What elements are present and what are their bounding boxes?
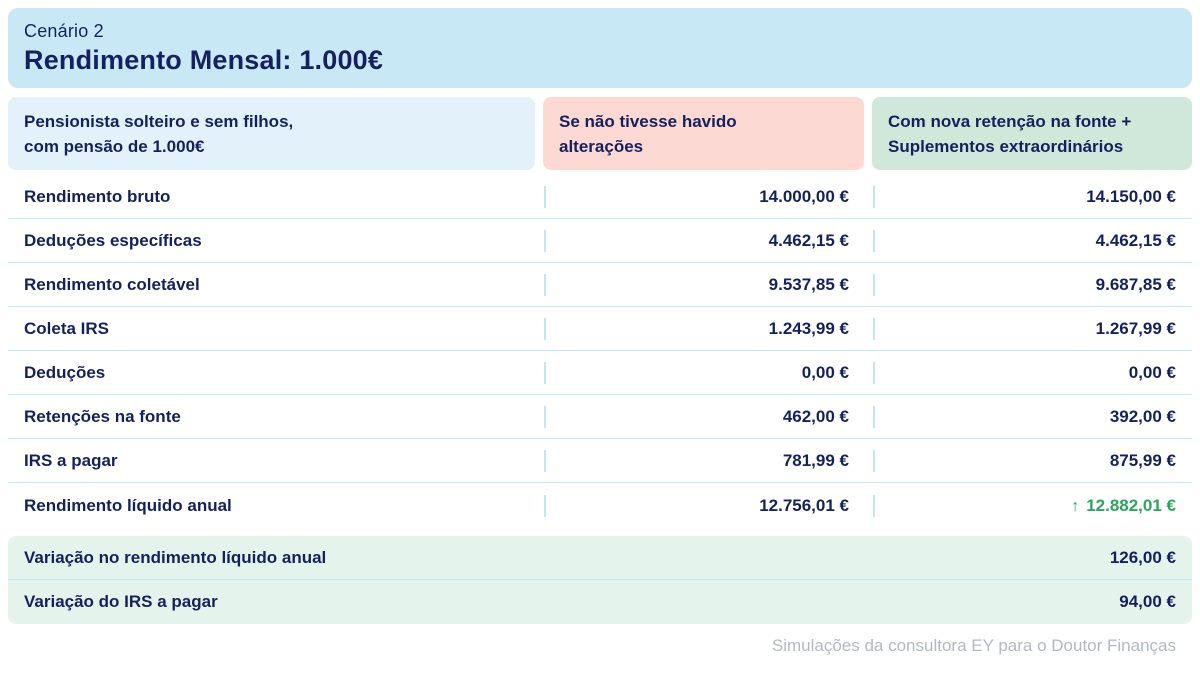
summary-label: Variação no rendimento líquido anual <box>24 547 327 567</box>
value-text: 392,00 € <box>1109 406 1176 426</box>
summary-value: 126,00 € <box>1109 547 1176 567</box>
value-text: 875,99 € <box>1109 450 1176 470</box>
row-value-new-retention: 4.462,15 € <box>873 229 1192 252</box>
table-row-retencoes-na-fonte: Retenções na fonte 462,00 € 392,00 € <box>8 395 1192 439</box>
row-value-new-retention: 875,99 € <box>873 449 1192 472</box>
header-profile-line2: com pensão de 1.000€ <box>24 136 205 156</box>
table-row-coleta-irs: Coleta IRS 1.243,99 € 1.267,99 € <box>8 307 1192 351</box>
row-value-new-retention: 9.687,85 € <box>873 273 1192 296</box>
up-arrow-icon: ↑ <box>1071 497 1080 515</box>
table-row-deducoes-especificas: Deduções específicas 4.462,15 € 4.462,15… <box>8 219 1192 263</box>
row-label: Deduções <box>24 362 106 382</box>
row-value-new-retention-highlight: ↑ 12.882,01 € <box>873 494 1192 517</box>
page-title: Rendimento Mensal: 1.000€ <box>24 45 384 75</box>
summary-row-variacao-irs: Variação do IRS a pagar 94,00 € <box>8 580 1192 624</box>
value-text: 14.000,00 € <box>759 186 849 206</box>
summary-value: 94,00 € <box>1119 592 1176 611</box>
value-text: 462,00 € <box>782 406 849 426</box>
table-row-deducoes: Deduções 0,00 € 0,00 € <box>8 351 1192 395</box>
summary-label: Variação do IRS a pagar <box>24 592 218 611</box>
column-divider-tick <box>873 185 875 208</box>
row-label: IRS a pagar <box>24 450 118 470</box>
row-label: Retenções na fonte <box>24 406 181 426</box>
value-text: 14.150,00 € <box>1086 186 1176 206</box>
scenario-label: Cenário 2 <box>24 21 104 41</box>
table-row-rendimento-coletavel: Rendimento coletável 9.537,85 € 9.687,85… <box>8 263 1192 307</box>
value-text: 781,99 € <box>782 450 849 470</box>
row-value-new-retention: 14.150,00 € <box>873 185 1192 208</box>
column-divider-tick <box>544 449 546 472</box>
header-new-retention: Com nova retenção na fonte + Suplementos… <box>872 97 1192 170</box>
column-divider-tick <box>544 405 546 428</box>
column-divider-tick <box>544 317 546 340</box>
row-value-new-retention: 1.267,99 € <box>873 317 1192 340</box>
column-divider-tick <box>544 273 546 296</box>
value-text: 0,00 € <box>801 362 849 382</box>
row-value-no-changes: 781,99 € <box>544 449 873 472</box>
data-table: Rendimento bruto 14.000,00 € 14.150,00 €… <box>8 175 1192 528</box>
column-divider-tick <box>873 317 875 340</box>
value-text: 0,00 € <box>1128 362 1176 382</box>
header-new-retention-line2: Suplementos extraordinários <box>888 136 1124 156</box>
row-label: Deduções específicas <box>24 230 202 250</box>
value-text: 12.756,01 € <box>759 495 849 515</box>
column-divider-tick <box>873 229 875 252</box>
header-no-changes-line1: Se não tivesse havido <box>559 112 737 131</box>
table-row-irs-a-pagar: IRS a pagar 781,99 € 875,99 € <box>8 439 1192 483</box>
row-label: Rendimento líquido anual <box>24 495 232 515</box>
header-no-changes-line2: alterações <box>559 136 644 156</box>
column-divider-tick <box>544 185 546 208</box>
variation-summary: Variação no rendimento líquido anual 126… <box>8 536 1192 624</box>
row-label: Rendimento coletável <box>24 274 200 294</box>
header-profile-line1: Pensionista solteiro e sem filhos, <box>24 112 294 131</box>
value-text: 4.462,15 € <box>768 230 849 250</box>
row-value-no-changes: 14.000,00 € <box>544 185 873 208</box>
row-value-no-changes: 1.243,99 € <box>544 317 873 340</box>
column-divider-tick <box>544 494 546 517</box>
value-text: 12.882,01 € <box>1086 495 1176 515</box>
row-value-no-changes: 4.462,15 € <box>544 229 873 252</box>
source-credit: Simulações da consultora EY para o Douto… <box>771 636 1176 655</box>
row-value-no-changes: 0,00 € <box>544 361 873 384</box>
row-value-new-retention: 392,00 € <box>873 405 1192 428</box>
row-label: Coleta IRS <box>24 318 110 338</box>
column-divider-tick <box>873 405 875 428</box>
value-text: 9.537,85 € <box>768 274 849 294</box>
table-row-rendimento-liquido-anual: Rendimento líquido anual 12.756,01 € ↑ 12… <box>8 483 1192 528</box>
value-text: 9.687,85 € <box>1095 274 1176 294</box>
row-label: Rendimento bruto <box>24 186 171 206</box>
row-value-no-changes: 12.756,01 € <box>544 494 873 517</box>
scenario-banner: Cenário 2 Rendimento Mensal: 1.000€ <box>8 8 1192 88</box>
header-new-retention-line1: Com nova retenção na fonte + <box>888 112 1132 131</box>
row-value-no-changes: 9.537,85 € <box>544 273 873 296</box>
value-text: 1.267,99 € <box>1095 318 1176 338</box>
value-text: 4.462,15 € <box>1095 230 1176 250</box>
header-profile: Pensionista solteiro e sem filhos, com p… <box>8 97 535 170</box>
column-divider-tick <box>873 273 875 296</box>
row-value-no-changes: 462,00 € <box>544 405 873 428</box>
row-value-new-retention: 0,00 € <box>873 361 1192 384</box>
table-row-rendimento-bruto: Rendimento bruto 14.000,00 € 14.150,00 € <box>8 175 1192 219</box>
column-divider-tick <box>544 361 546 384</box>
header-no-changes: Se não tivesse havido alterações <box>543 97 864 170</box>
column-headers: Pensionista solteiro e sem filhos, com p… <box>8 97 1192 170</box>
column-divider-tick <box>873 361 875 384</box>
value-text: 1.243,99 € <box>768 318 849 338</box>
column-divider-tick <box>544 229 546 252</box>
column-divider-tick <box>873 449 875 472</box>
column-divider-tick <box>873 494 875 517</box>
summary-row-variacao-rendimento: Variação no rendimento líquido anual 126… <box>8 536 1192 580</box>
